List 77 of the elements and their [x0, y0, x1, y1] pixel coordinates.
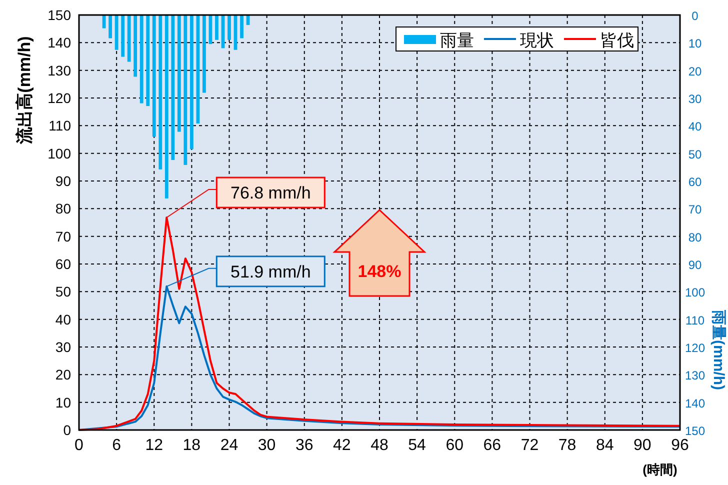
bar — [121, 15, 125, 57]
y2-tick-label: 80 — [688, 230, 702, 244]
x-tick-label: 0 — [74, 437, 84, 454]
y2-tick-label: 60 — [688, 175, 702, 189]
y-tick-label: 100 — [48, 145, 72, 162]
bar — [196, 15, 200, 124]
bar — [158, 15, 162, 170]
bar — [240, 15, 244, 38]
legend-label: 雨量 — [440, 31, 474, 50]
y-tick-label: 0 — [63, 422, 72, 438]
y-tick-label: 10 — [55, 394, 72, 410]
y2-tick-label: 110 — [685, 313, 705, 328]
bar — [215, 15, 218, 40]
x-tick-label: 6 — [112, 437, 122, 454]
bar — [228, 15, 231, 40]
y-tick-label: 40 — [55, 311, 72, 328]
annotation: 76.8 mm/h — [230, 184, 311, 203]
bar — [146, 15, 150, 106]
legend-label: 皆伐 — [600, 31, 634, 50]
y2-tick-label: 0 — [692, 9, 699, 23]
y2-tick-label: 100 — [684, 286, 706, 300]
y-tick-label: 50 — [55, 284, 72, 300]
y2-tick-label: 10 — [688, 36, 702, 51]
x-tick-label: 84 — [596, 437, 614, 454]
annotation: 51.9 mm/h — [230, 262, 311, 282]
y2-tick-label: 140 — [684, 396, 706, 410]
x-tick-label: 66 — [483, 437, 502, 454]
x-tick-label: 78 — [558, 437, 576, 454]
y-tick-label: 150 — [48, 7, 72, 23]
y-tick-label: 90 — [55, 173, 72, 189]
x-tick-label: 30 — [258, 437, 276, 454]
y-tick-label: 20 — [55, 366, 72, 383]
y2-tick-label: 50 — [688, 147, 702, 162]
y2-tick-label: 20 — [688, 64, 702, 78]
y-tick-label: 30 — [55, 339, 72, 355]
y-tick-label: 130 — [48, 62, 72, 78]
y2-tick-label: 120 — [684, 341, 706, 355]
x-tick-label: 90 — [634, 437, 652, 454]
bar — [164, 15, 168, 198]
x-tick-label: 48 — [370, 437, 388, 454]
x-tick-label: 24 — [220, 437, 238, 454]
bar — [202, 15, 206, 93]
x-tick-label: 36 — [295, 437, 314, 454]
y-tick-label: 140 — [48, 34, 72, 51]
y-tick-label: 60 — [55, 256, 72, 272]
x-tick-label: 72 — [520, 437, 539, 454]
x-axis-title: (時間) — [642, 462, 678, 477]
bar — [190, 15, 194, 150]
bar — [177, 15, 181, 132]
y2-axis-title: 雨量(mm/h) — [710, 309, 727, 390]
bar — [108, 15, 112, 38]
bar — [114, 15, 118, 50]
y2-tick-label: 150 — [684, 424, 706, 438]
y-tick-label: 120 — [48, 90, 72, 106]
bar — [184, 15, 188, 165]
y-axis-title: 流出高(mm/h) — [15, 36, 34, 145]
y2-tick-label: 90 — [688, 258, 702, 272]
x-tick-label: 42 — [333, 437, 351, 454]
bar — [127, 15, 131, 62]
legend-label: 現状 — [520, 31, 554, 50]
bar — [134, 15, 138, 77]
y2-tick-label: 70 — [688, 202, 702, 217]
y2-tick-label: 130 — [684, 368, 706, 383]
bar — [152, 15, 156, 137]
x-tick-label: 60 — [446, 437, 464, 454]
y-tick-label: 80 — [55, 200, 72, 217]
annotation: 148% — [358, 262, 402, 281]
y-tick-label: 110 — [48, 118, 72, 134]
y2-tick-label: 30 — [688, 92, 702, 106]
bar — [171, 15, 175, 160]
x-tick-label: 96 — [671, 437, 689, 454]
y2-tick-label: 40 — [688, 120, 702, 134]
x-tick-label: 54 — [408, 437, 426, 454]
x-tick-label: 12 — [145, 437, 164, 454]
x-tick-label: 18 — [182, 437, 201, 454]
y-tick-label: 70 — [55, 228, 72, 244]
bar — [140, 15, 144, 104]
